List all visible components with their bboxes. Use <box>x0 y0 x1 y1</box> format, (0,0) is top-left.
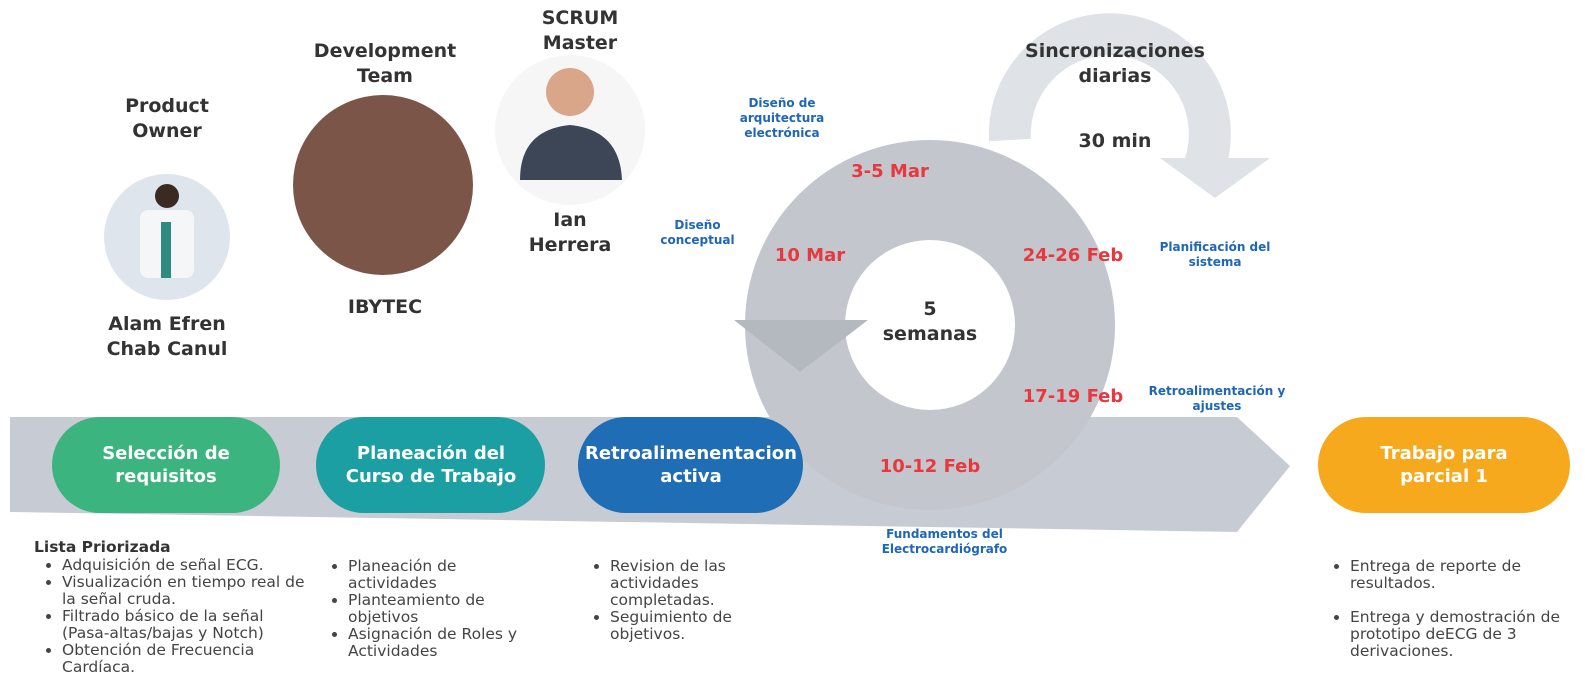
stage-items: Entrega de reporte de resultados. Entrega… <box>1332 558 1585 660</box>
sprint-label: Planificación del sistema <box>1140 240 1290 270</box>
stage-item: Planteamiento de objetivos <box>348 592 548 626</box>
stage-title: Retroalimenentacion activa <box>580 417 802 513</box>
stage-items: Adquisición de señal ECG.Visualización e… <box>44 557 312 676</box>
stage-items: Revision de las actividades completadas.… <box>592 558 785 643</box>
team-photo <box>293 95 473 275</box>
sprint-label: Retroalimentación y ajustes <box>1132 384 1302 414</box>
role-title: Development Team <box>300 39 470 89</box>
stage-item: Filtrado básico de la señal (Pasa-altas/… <box>62 608 312 642</box>
role-name: IBYTEC <box>300 295 470 320</box>
daily-duration: 30 min <box>1050 129 1180 154</box>
role-name: Ian Herrera <box>520 208 620 258</box>
product-owner-tie <box>161 222 171 278</box>
stage-item: Obtención de Frecuencia Cardíaca. <box>62 642 312 676</box>
sprint-date: 3-5 Mar <box>830 161 950 182</box>
role-title: SCRUM Master <box>520 6 640 56</box>
stage-item: Entrega de reporte de resultados. <box>1350 558 1585 592</box>
stage-item: Planeación de actividades <box>348 558 548 592</box>
stage-title: Selección de requisitos <box>72 417 260 513</box>
scrum-master-head <box>546 68 594 116</box>
stage-items: Planeación de actividadesPlanteamiento d… <box>330 558 548 660</box>
stage-title: Trabajo para parcial 1 <box>1360 417 1528 513</box>
stage-item: Adquisición de señal ECG. <box>62 557 312 574</box>
daily-title: Sincronizaciones diarias <box>1010 39 1220 89</box>
stage-item: Entrega y demostración de prototipo deEC… <box>1350 609 1585 660</box>
sprint-date: 17-19 Feb <box>1018 386 1128 407</box>
role-name: Alam Efren Chab Canul <box>97 312 237 362</box>
stage-item: Asignación de Roles y Actividades <box>348 626 548 660</box>
cycle-duration: 5 semanas <box>880 297 980 347</box>
sprint-label: Diseño de arquitectura electrónica <box>722 96 842 141</box>
stage-item: Seguimiento de objetivos. <box>610 609 785 643</box>
stage-item: Revision de las actividades completadas. <box>610 558 785 609</box>
sprint-label: Diseño conceptual <box>650 218 745 248</box>
page: Product Owner Alam Efren Chab Canul Deve… <box>0 0 1585 699</box>
stage-title: Planeación del Curso de Trabajo <box>330 417 532 513</box>
daily-arrowhead <box>1160 158 1270 198</box>
sprint-date: 10 Mar <box>755 245 865 266</box>
sprint-date: 24-26 Feb <box>1018 245 1128 266</box>
sprint-date: 10-12 Feb <box>870 456 990 477</box>
sprint-label: Fundamentos del Electrocardiógrafo <box>862 527 1027 557</box>
product-owner-head <box>155 184 179 208</box>
role-title: Product Owner <box>97 94 237 144</box>
stage-heading: Lista Priorizada <box>34 538 171 556</box>
stage-item: Visualización en tiempo real de la señal… <box>62 574 312 608</box>
